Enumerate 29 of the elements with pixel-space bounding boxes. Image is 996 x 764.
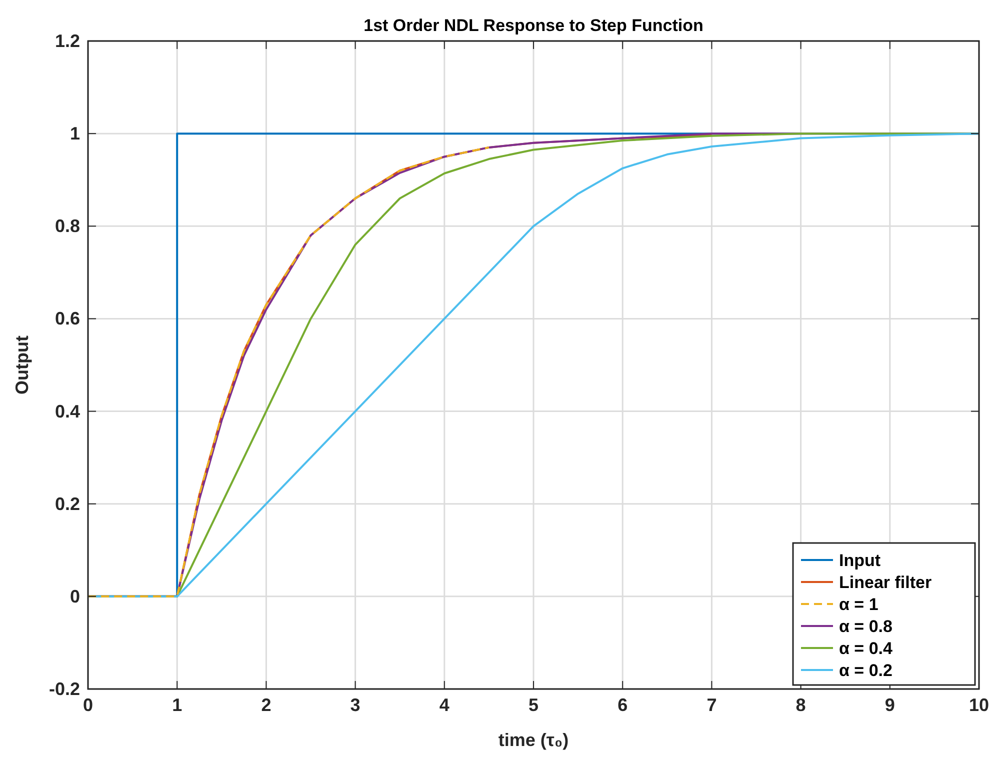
y-tick-label: 0.2 <box>54 494 80 514</box>
y-axis-title: Output <box>12 336 32 394</box>
y-tick-label: -0.2 <box>48 679 80 699</box>
x-tick-label: 7 <box>706 695 717 715</box>
y-tick-label: 1.2 <box>54 31 80 51</box>
y-tick-label: 0 <box>70 586 80 606</box>
x-axis-title: time (τ₀) <box>498 730 569 750</box>
legend-label: α = 1 <box>839 595 878 614</box>
y-tick-label: 0.4 <box>54 401 80 422</box>
line-series <box>87 146 490 598</box>
x-tick-label: 6 <box>618 695 628 715</box>
y-tick-label: 0.8 <box>54 216 80 236</box>
x-tick-label: 8 <box>796 695 806 715</box>
legend-label: Linear filter <box>839 573 932 592</box>
y-tick-label: 1 <box>70 124 80 144</box>
x-tick-label: 2 <box>261 695 272 715</box>
legend-label: α = 0.2 <box>839 661 892 680</box>
legend-label: α = 0.4 <box>839 639 893 658</box>
x-tick-label: 1 <box>172 695 182 715</box>
x-tick-label: 3 <box>350 695 360 715</box>
x-tick-label: 4 <box>439 695 450 715</box>
x-tick-label: 0 <box>82 695 94 715</box>
x-tick-label: 5 <box>528 695 539 715</box>
x-tick-label: 10 <box>968 695 990 715</box>
legend-label: α = 0.8 <box>839 617 892 636</box>
chart-title: 1st Order NDL Response to Step Function <box>364 16 704 35</box>
y-tick-label: 0.6 <box>54 308 80 329</box>
x-tick-label: 9 <box>884 695 895 715</box>
legend-label: Input <box>839 551 881 570</box>
